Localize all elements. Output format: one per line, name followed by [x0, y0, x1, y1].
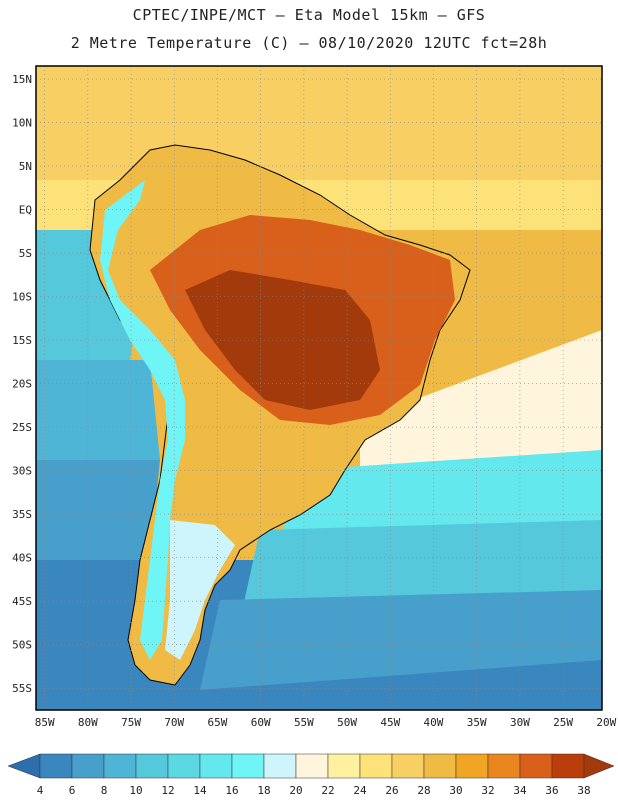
colorbar-swatch — [231, 753, 265, 779]
colorbar-label: 28 — [417, 784, 430, 797]
colorbar-label: 16 — [225, 784, 238, 797]
lat-label: 55S — [12, 682, 32, 695]
lon-label: 55W — [294, 716, 314, 729]
colorbar-swatch — [423, 753, 457, 779]
atlantic-cool-band-3 — [200, 590, 602, 690]
map-title: CPTEC/INPE/MCT – Eta Model 15km – GFS — [132, 6, 486, 24]
pacific-cool-band-2 — [36, 360, 160, 460]
lat-label: 5N — [19, 160, 32, 173]
colorbar-swatch — [71, 753, 105, 779]
colorbar-label: 24 — [353, 784, 367, 797]
atlantic-warm-band — [360, 330, 602, 470]
colorbar-label: 30 — [449, 784, 462, 797]
colorbar-label: 38 — [577, 784, 590, 797]
colorbar-swatch — [135, 753, 169, 779]
atlantic-cool-band — [280, 450, 602, 540]
hottest-core — [185, 270, 380, 410]
lon-label: 50W — [337, 716, 357, 729]
lat-label: 5S — [19, 247, 32, 260]
lon-label: 60W — [251, 716, 271, 729]
colorbar-label: 4 — [37, 784, 44, 797]
colorbar-label: 10 — [129, 784, 142, 797]
colorbar-swatch — [391, 753, 425, 779]
map-field — [36, 66, 602, 710]
colorbar-swatch — [487, 753, 521, 779]
andes-cool — [100, 180, 185, 660]
lat-label: 25S — [12, 421, 32, 434]
graticule — [36, 66, 602, 710]
lat-label: 35S — [12, 508, 32, 521]
colorbar-label: 18 — [257, 784, 270, 797]
lon-label: 75W — [121, 716, 141, 729]
colorbar-label: 6 — [69, 784, 76, 797]
colorbar-label: 36 — [545, 784, 558, 797]
lon-label: 45W — [380, 716, 400, 729]
colorbar-swatch — [551, 753, 585, 779]
colorbar-label: 26 — [385, 784, 398, 797]
lon-label: 80W — [78, 716, 98, 729]
ocean-north-band — [36, 66, 602, 186]
colorbar-label: 22 — [321, 784, 334, 797]
colorbar-label: 34 — [513, 784, 527, 797]
lon-label: 25W — [553, 716, 573, 729]
lat-label: 20S — [12, 378, 32, 391]
colorbar-swatch — [103, 753, 137, 779]
lat-label: 10S — [12, 291, 32, 304]
colorbar-swatch — [199, 753, 233, 779]
map-frame — [35, 65, 603, 711]
lat-label: 15S — [12, 334, 32, 347]
lat-label: EQ — [19, 204, 32, 217]
lat-label: 45S — [12, 595, 32, 608]
lon-label: 70W — [164, 716, 184, 729]
lon-label: 20W — [596, 716, 616, 729]
lon-label: 85W — [35, 716, 55, 729]
colorbar-swatch — [167, 753, 201, 779]
colorbar-label: 32 — [481, 784, 494, 797]
lat-label: 30S — [12, 465, 32, 478]
colorbar-label: 14 — [193, 784, 207, 797]
lon-label: 35W — [467, 716, 487, 729]
colorbar-swatch — [39, 753, 73, 779]
colorbar-swatch — [359, 753, 393, 779]
lon-label: 65W — [208, 716, 228, 729]
colorbar-high-arrow — [583, 753, 615, 779]
colorbar-swatch — [295, 753, 329, 779]
latitude-labels: 15N 10N 5N EQ 5S 10S 15S 20S 25S 30S 35S 40S 45S 50S 5… — [12, 73, 32, 695]
lat-label: 10N — [12, 117, 32, 130]
lat-label: 50S — [12, 639, 32, 652]
lon-label: 30W — [510, 716, 530, 729]
colorbar-low-arrow — [7, 753, 41, 779]
lat-label: 40S — [12, 552, 32, 565]
colorbar-swatch — [455, 753, 489, 779]
lat-label: 15N — [12, 73, 32, 86]
colorbar-swatch — [327, 753, 361, 779]
colorbar-label: 12 — [161, 784, 174, 797]
colorbar-swatch — [263, 753, 297, 779]
lon-label: 40W — [424, 716, 444, 729]
colorbar-label: 20 — [289, 784, 302, 797]
pacific-cool-band-3 — [36, 460, 160, 560]
colorbar: 4 6 8 10 12 14 16 18 20 22 24 26 28 30 32 34 36 38 — [7, 753, 615, 797]
colorbar-label: 8 — [101, 784, 108, 797]
colorbar-swatch — [519, 753, 553, 779]
longitude-labels: 85W 80W 75W 70W 65W 60W 55W 50W 45W 40W 35W 30W 25W 2… — [35, 716, 617, 729]
map-subtitle: 2 Metre Temperature (C) – 08/10/2020 12U… — [70, 34, 548, 52]
